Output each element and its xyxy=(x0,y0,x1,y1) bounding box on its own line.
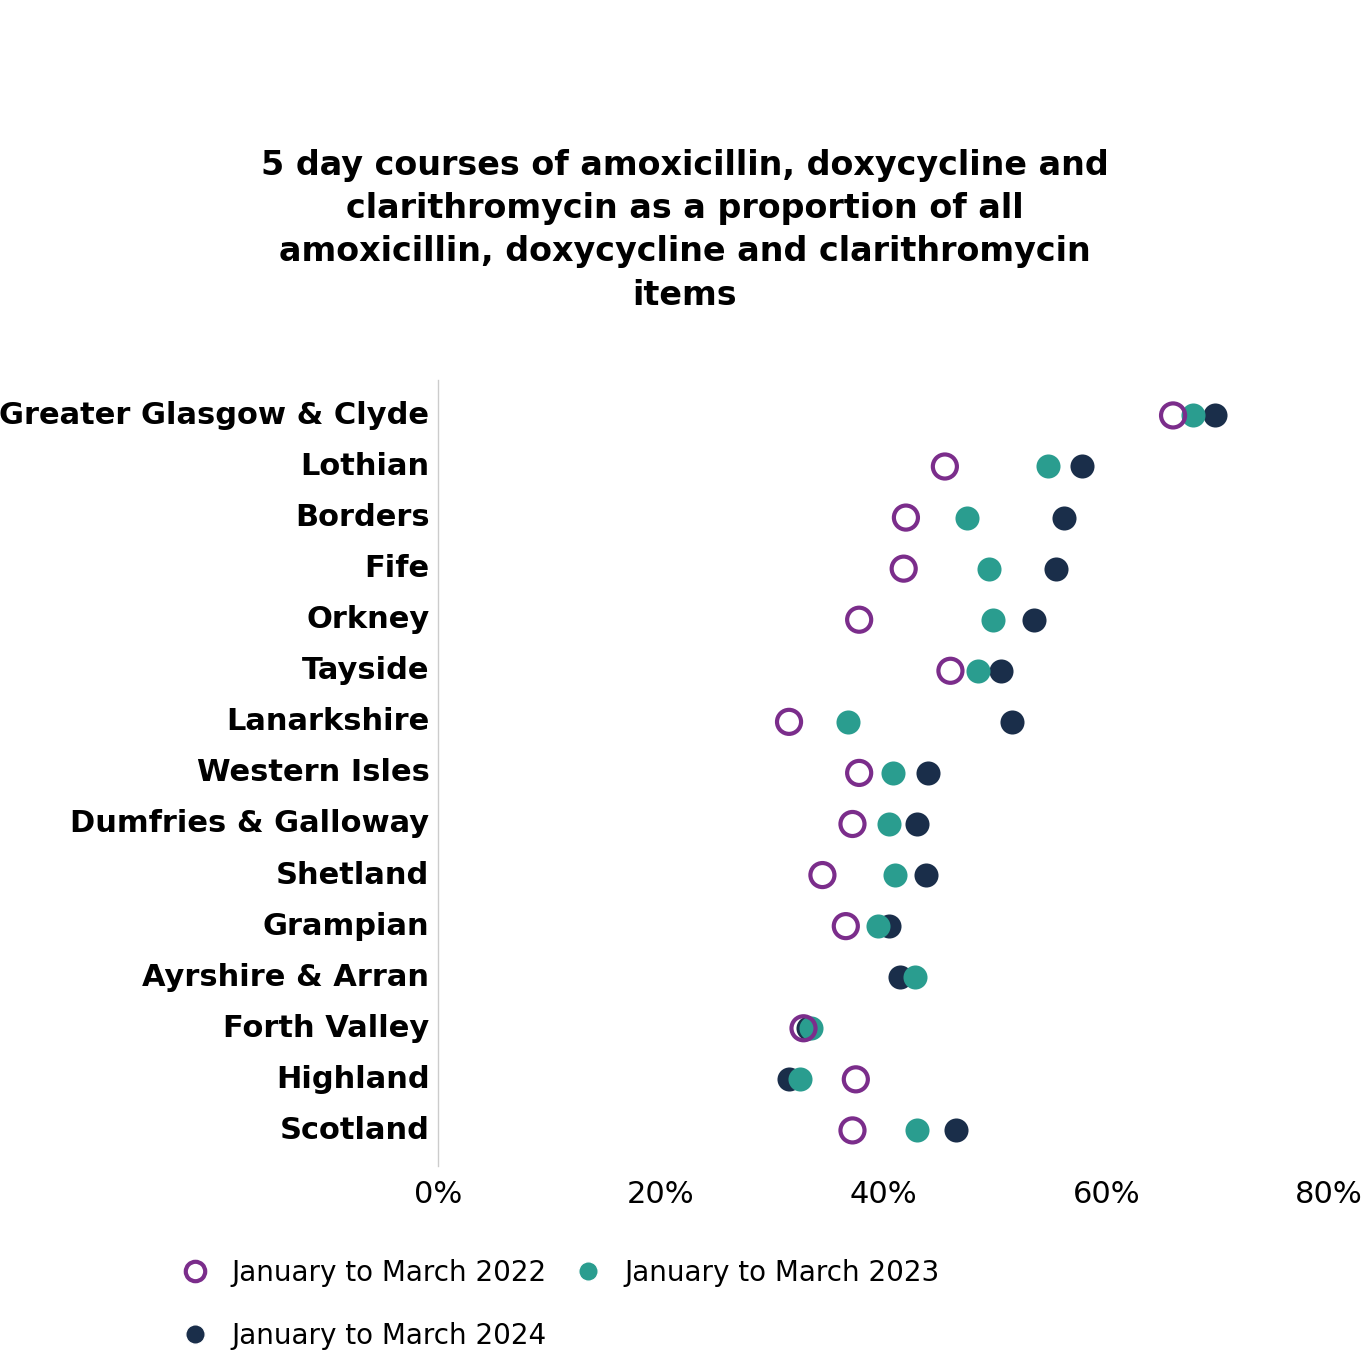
Point xyxy=(881,762,903,784)
Point xyxy=(1045,557,1067,579)
Point xyxy=(1037,456,1059,477)
Text: Forth Valley: Forth Valley xyxy=(223,1014,430,1043)
Point xyxy=(889,967,911,989)
Point xyxy=(845,1069,867,1090)
Text: Greater Glasgow & Clyde: Greater Glasgow & Clyde xyxy=(0,401,430,430)
Text: Lanarkshire: Lanarkshire xyxy=(226,708,430,736)
Point xyxy=(811,864,833,885)
Text: Western Isles: Western Isles xyxy=(197,758,430,788)
Point xyxy=(778,711,800,732)
Point xyxy=(1182,404,1204,426)
Text: Grampian: Grampian xyxy=(263,911,430,941)
Text: Orkney: Orkney xyxy=(307,605,430,635)
Point xyxy=(841,814,863,835)
Point xyxy=(848,762,870,784)
Point xyxy=(904,967,926,989)
Point xyxy=(982,609,1004,631)
Point xyxy=(1204,404,1226,426)
Point xyxy=(867,915,889,937)
Point xyxy=(1054,507,1075,529)
Point xyxy=(1000,711,1022,732)
Point xyxy=(789,1069,811,1090)
Point xyxy=(893,557,915,579)
Text: Scotland: Scotland xyxy=(279,1116,430,1144)
Point xyxy=(906,1120,927,1142)
Point xyxy=(1023,609,1045,631)
Text: 5 day courses of amoxicillin, doxycycline and
clarithromycin as a proportion of : 5 day courses of amoxicillin, doxycyclin… xyxy=(262,149,1108,312)
Point xyxy=(917,762,938,784)
Point xyxy=(978,557,1000,579)
Point xyxy=(778,1069,800,1090)
Point xyxy=(834,915,856,937)
Point xyxy=(800,1017,822,1039)
Point xyxy=(837,711,859,732)
Point xyxy=(1071,456,1093,477)
Point xyxy=(895,507,917,529)
Point xyxy=(940,660,962,682)
Point xyxy=(1162,404,1184,426)
Point xyxy=(906,814,927,835)
Text: Fife: Fife xyxy=(364,555,430,583)
Point xyxy=(797,1017,819,1039)
Text: Highland: Highland xyxy=(275,1064,430,1094)
Text: Dumfries & Galloway: Dumfries & Galloway xyxy=(70,810,430,838)
Point xyxy=(956,507,978,529)
Text: Ayrshire & Arran: Ayrshire & Arran xyxy=(142,963,430,991)
Point xyxy=(792,1017,814,1039)
Point xyxy=(915,864,937,885)
Point xyxy=(878,814,900,835)
Point xyxy=(945,1120,967,1142)
Text: Lothian: Lothian xyxy=(300,452,430,481)
Point xyxy=(841,1120,863,1142)
Point xyxy=(878,915,900,937)
Point xyxy=(967,660,989,682)
Point xyxy=(989,660,1011,682)
Point xyxy=(934,456,956,477)
Text: Borders: Borders xyxy=(295,503,430,532)
Text: Shetland: Shetland xyxy=(277,861,430,890)
Point xyxy=(884,864,906,885)
Text: Tayside: Tayside xyxy=(301,656,430,685)
Legend: January to March 2024: January to March 2024 xyxy=(167,1322,547,1349)
Point xyxy=(848,609,870,631)
